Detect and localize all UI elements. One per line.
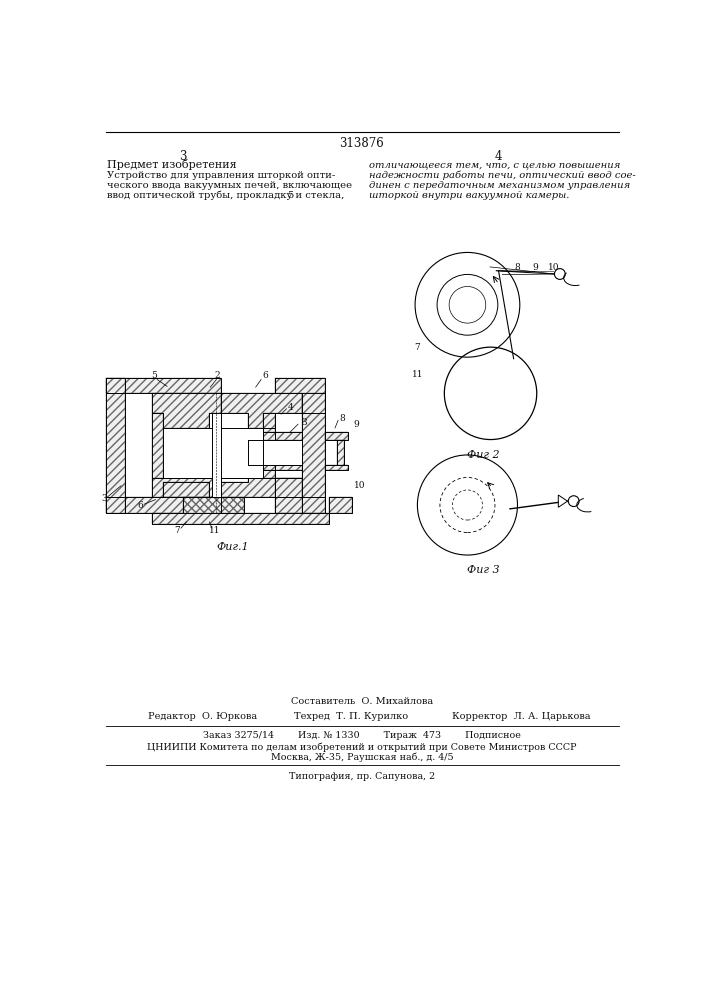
- Polygon shape: [248, 432, 302, 440]
- Text: надежности работы печи, оптический ввод сое-: надежности работы печи, оптический ввод …: [369, 171, 636, 180]
- Text: динен с передаточным механизмом управления: динен с передаточным механизмом управлен…: [369, 181, 630, 190]
- Text: Типография, пр. Сапунова, 2: Типография, пр. Сапунова, 2: [289, 772, 435, 781]
- Text: 3: 3: [101, 494, 107, 503]
- Text: Составитель  О. Михайлова: Составитель О. Михайлова: [291, 697, 433, 706]
- Text: шторкой внутри вакуумной камеры.: шторкой внутри вакуумной камеры.: [369, 191, 569, 200]
- Text: 9: 9: [353, 420, 358, 429]
- Polygon shape: [325, 465, 348, 470]
- Text: 2: 2: [214, 371, 220, 380]
- Text: 4: 4: [288, 403, 293, 412]
- Polygon shape: [302, 393, 325, 513]
- Polygon shape: [264, 413, 275, 478]
- Text: 7: 7: [414, 343, 420, 352]
- Text: 6: 6: [137, 501, 143, 510]
- Polygon shape: [182, 497, 244, 513]
- Polygon shape: [329, 497, 352, 513]
- Text: Фиг 2: Фиг 2: [467, 450, 499, 460]
- Polygon shape: [105, 378, 221, 393]
- Text: 6: 6: [263, 371, 269, 380]
- Text: ЦНИИПИ Комитета по делам изобретений и открытий при Совете Министров СССР: ЦНИИПИ Комитета по делам изобретений и о…: [147, 742, 577, 752]
- Polygon shape: [152, 478, 221, 497]
- Text: 9: 9: [532, 263, 538, 272]
- Text: Фиг.1: Фиг.1: [216, 542, 249, 552]
- Text: Фиг 3: Фиг 3: [467, 565, 499, 575]
- Text: 7: 7: [175, 526, 180, 535]
- Text: 10: 10: [354, 481, 366, 490]
- Text: Редактор  О. Юркова: Редактор О. Юркова: [148, 712, 257, 721]
- Polygon shape: [163, 428, 264, 478]
- Text: 3: 3: [179, 150, 186, 163]
- Text: Заказ 3275/14        Изд. № 1330        Тираж  473        Подписное: Заказ 3275/14 Изд. № 1330 Тираж 473 Подп…: [203, 732, 521, 740]
- Polygon shape: [105, 378, 125, 513]
- Polygon shape: [221, 393, 302, 428]
- Text: 5: 5: [151, 371, 157, 380]
- Text: 5: 5: [287, 191, 293, 200]
- Text: Москва, Ж-35, Раушская наб., д. 4/5: Москва, Ж-35, Раушская наб., д. 4/5: [271, 752, 453, 762]
- Text: 11: 11: [209, 526, 221, 535]
- Text: 4: 4: [494, 150, 502, 163]
- Polygon shape: [559, 495, 568, 507]
- Polygon shape: [275, 378, 325, 413]
- Text: 3: 3: [301, 418, 307, 427]
- Text: Техред  Т. П. Курилко: Техред Т. П. Курилко: [294, 712, 409, 721]
- Text: отличающееся тем, что, с целью повышения: отличающееся тем, что, с целью повышения: [369, 160, 620, 169]
- Text: 8: 8: [515, 263, 520, 272]
- Text: 11: 11: [411, 370, 423, 379]
- Text: ввод оптической трубы, прокладку и стекла,: ввод оптической трубы, прокладку и стекл…: [107, 191, 344, 200]
- Text: 10: 10: [548, 263, 559, 272]
- Polygon shape: [152, 393, 221, 428]
- Polygon shape: [275, 478, 325, 513]
- Text: Предмет изобретения: Предмет изобретения: [107, 159, 237, 170]
- Polygon shape: [248, 440, 302, 465]
- Polygon shape: [212, 413, 221, 497]
- Polygon shape: [221, 478, 302, 497]
- Polygon shape: [248, 465, 302, 470]
- Polygon shape: [337, 440, 344, 465]
- Text: ческого ввода вакуумных печей, включающее: ческого ввода вакуумных печей, включающе…: [107, 181, 352, 190]
- Polygon shape: [152, 413, 163, 478]
- Text: 313876: 313876: [339, 137, 385, 150]
- Polygon shape: [105, 497, 221, 513]
- Text: Корректор  Л. А. Царькова: Корректор Л. А. Царькова: [452, 712, 590, 721]
- Text: 8: 8: [340, 414, 346, 423]
- Polygon shape: [325, 432, 348, 440]
- Text: Устройство для управления шторкой опти-: Устройство для управления шторкой опти-: [107, 171, 335, 180]
- Polygon shape: [152, 513, 329, 524]
